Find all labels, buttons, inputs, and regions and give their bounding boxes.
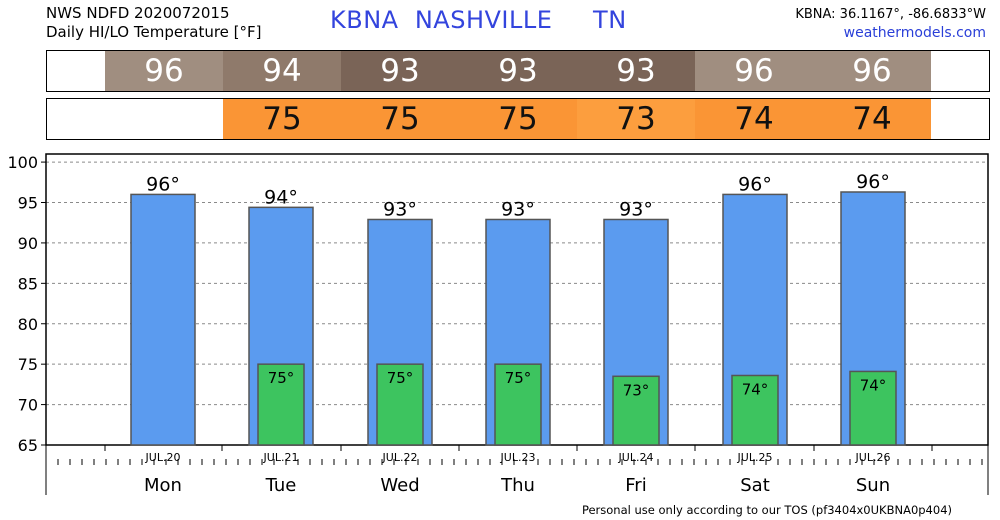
hi-bar-label: 94° bbox=[264, 186, 298, 208]
tos-footer: Personal use only according to our TOS (… bbox=[581, 503, 952, 517]
date-label: JUL.25 bbox=[737, 451, 773, 464]
weekday-label: Wed bbox=[380, 475, 419, 496]
date-label: JUL.23 bbox=[500, 451, 536, 464]
temperature-bar-chart: 65 70 75 80 85 90 95 100 96° 94° 75° 93° 75° 93° 75° 93… bbox=[7, 153, 989, 496]
hi-bar-label: 96° bbox=[146, 173, 180, 195]
weekday-label: Sat bbox=[740, 475, 770, 496]
lo-bar bbox=[849, 370, 897, 446]
station-coords: KBNA: 36.1167°, -86.6833°W bbox=[795, 7, 986, 22]
lo-bar-label: 74° bbox=[860, 376, 887, 394]
lo-bar bbox=[731, 374, 779, 446]
hi-bar bbox=[130, 193, 196, 446]
y-tick-label: 90 bbox=[18, 234, 38, 253]
hi-bar-label: 93° bbox=[619, 198, 653, 220]
hi-strip-cell: 94 bbox=[223, 51, 341, 91]
lo-bar-label: 74° bbox=[742, 380, 769, 398]
site-link[interactable]: weathermodels.com bbox=[843, 25, 986, 41]
hi-strip-cell: 93 bbox=[341, 51, 459, 91]
lo-temperature-strip: 75 75 75 73 74 74 bbox=[46, 98, 990, 140]
hi-strip-cell: 93 bbox=[459, 51, 577, 91]
product-label: Daily HI/LO Temperature [°F] bbox=[46, 23, 262, 41]
y-tick-label: 70 bbox=[18, 396, 38, 415]
hi-bar-label: 93° bbox=[383, 198, 417, 220]
lo-bar-label: 75° bbox=[268, 369, 295, 387]
hi-strip-cell: 96 bbox=[813, 51, 931, 91]
lo-bar bbox=[376, 363, 424, 446]
lo-bar bbox=[612, 375, 660, 446]
hi-bar-label: 96° bbox=[738, 173, 772, 195]
date-label: JUL.22 bbox=[382, 451, 418, 464]
station-title: KBNA NASHVILLE TN bbox=[330, 6, 627, 34]
hi-bar-label: 93° bbox=[501, 198, 535, 220]
lo-strip-cell: 73 bbox=[577, 99, 695, 139]
weekday-label: Mon bbox=[144, 475, 182, 496]
date-label: JUL.26 bbox=[855, 451, 891, 464]
hi-temperature-strip: 96 94 93 93 93 96 96 bbox=[46, 50, 990, 92]
weekday-label: Tue bbox=[265, 475, 297, 496]
weekday-label: Fri bbox=[625, 475, 646, 496]
header-right: KBNA: 36.1167°, -86.6833°W weathermodels… bbox=[795, 5, 986, 43]
lo-strip-cell: 75 bbox=[341, 99, 459, 139]
date-label: JUL.21 bbox=[263, 451, 299, 464]
lo-bar bbox=[257, 363, 305, 446]
weekday-label: Thu bbox=[500, 475, 535, 496]
date-label: JUL.20 bbox=[145, 451, 181, 464]
y-tick-label: 80 bbox=[18, 315, 38, 334]
header-left: NWS NDFD 2020072015 Daily HI/LO Temperat… bbox=[46, 4, 262, 42]
hi-strip-cell: 93 bbox=[577, 51, 695, 91]
y-tick-label: 75 bbox=[18, 355, 38, 374]
weekday-label: Sun bbox=[856, 475, 890, 496]
y-tick-label: 65 bbox=[18, 436, 38, 455]
lo-bar bbox=[494, 363, 542, 446]
hi-strip-cell: 96 bbox=[695, 51, 813, 91]
hi-strip-cell: 96 bbox=[105, 51, 223, 91]
model-run-label: NWS NDFD 2020072015 bbox=[46, 4, 230, 22]
date-label: JUL.24 bbox=[618, 451, 654, 464]
lo-strip-cell: 75 bbox=[459, 99, 577, 139]
lo-bar-label: 75° bbox=[505, 369, 532, 387]
hi-bar-label: 96° bbox=[856, 171, 890, 193]
y-tick-label: 95 bbox=[18, 194, 38, 213]
lo-strip-cell: 74 bbox=[695, 99, 813, 139]
lo-bar-label: 75° bbox=[387, 369, 414, 387]
lo-strip-cell: 75 bbox=[223, 99, 341, 139]
lo-bar-label: 73° bbox=[623, 381, 650, 399]
lo-strip-cell: 74 bbox=[813, 99, 931, 139]
y-tick-label: 85 bbox=[18, 274, 38, 293]
lo-strip-cell bbox=[105, 99, 223, 139]
y-tick-label: 100 bbox=[7, 153, 38, 172]
